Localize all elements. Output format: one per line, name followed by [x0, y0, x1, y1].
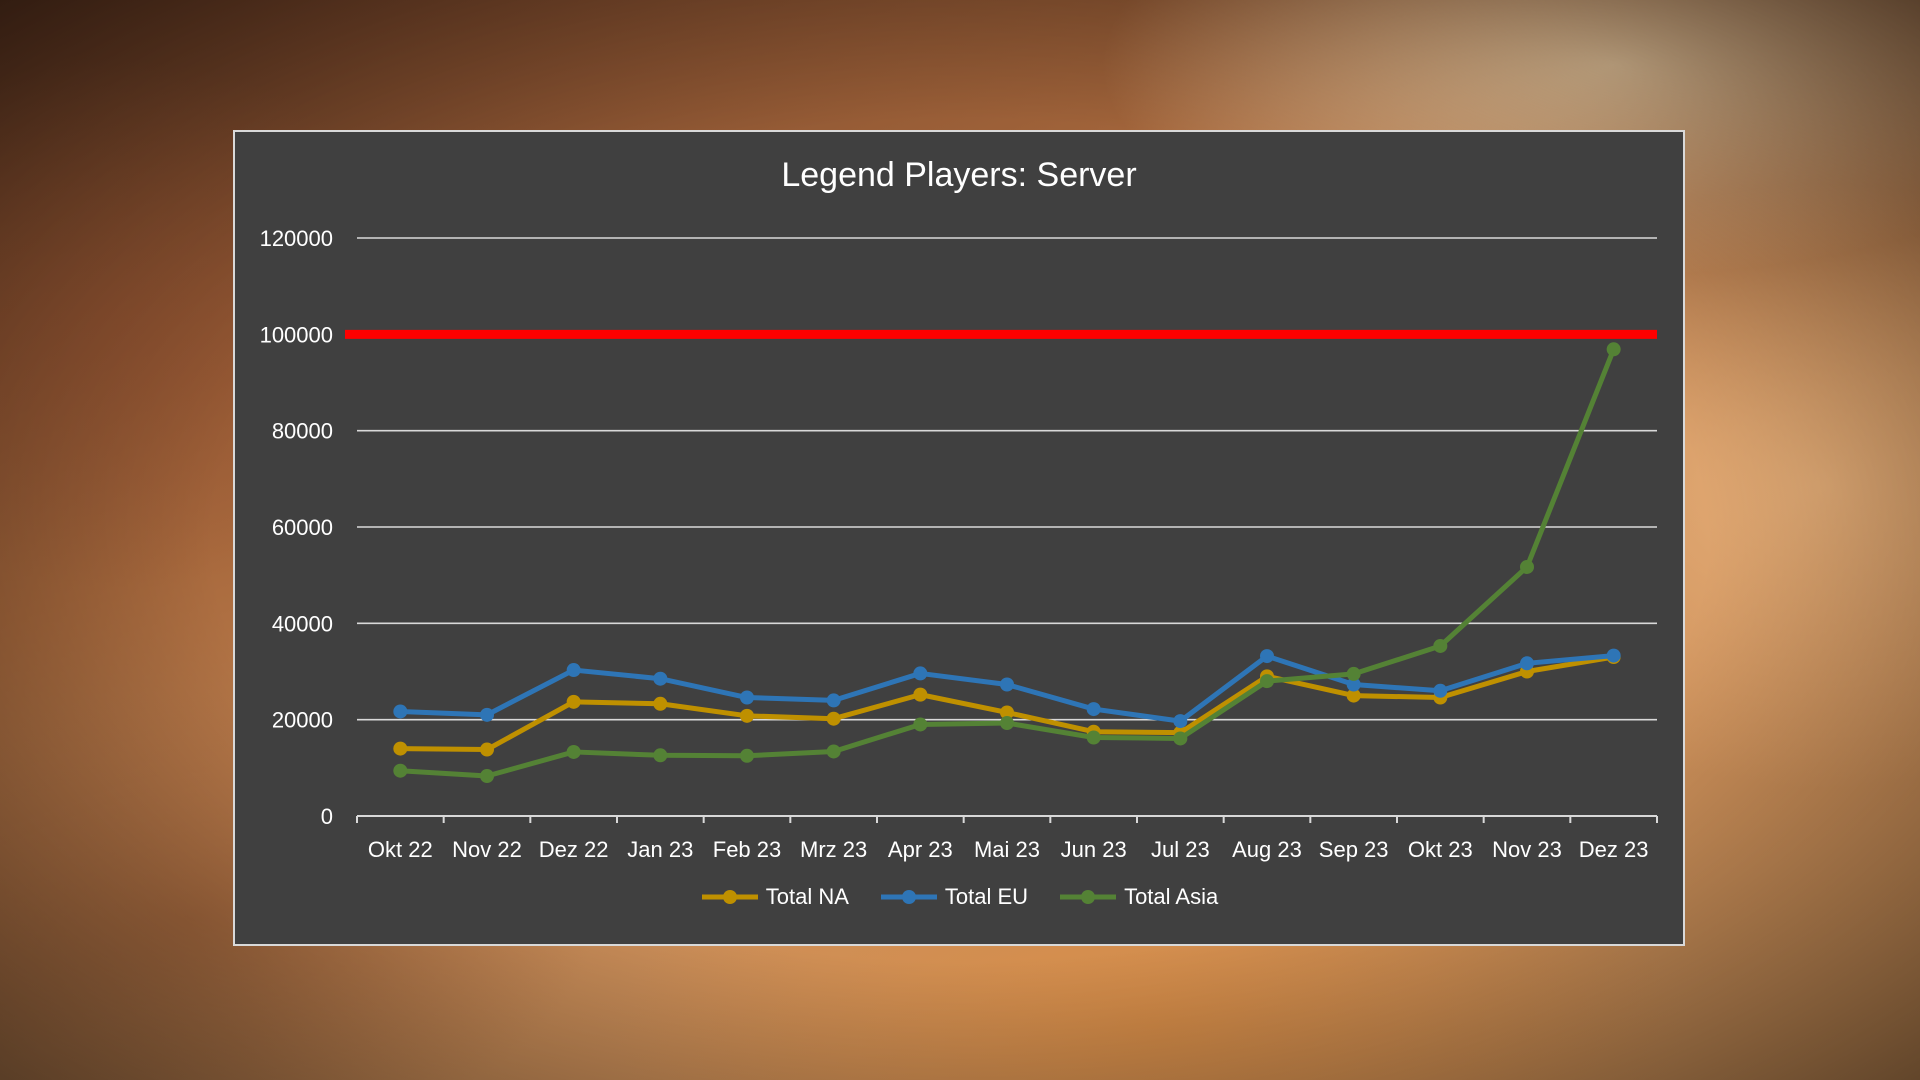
- x-tick-label: Nov 22: [452, 837, 522, 862]
- data-point-total-na: [566, 694, 581, 709]
- data-point-total-asia: [393, 763, 408, 778]
- data-point-total-eu: [826, 693, 841, 708]
- y-tick-label: 0: [321, 804, 333, 829]
- x-tick-label: Jun 23: [1061, 837, 1127, 862]
- chart-title: Legend Players: Server: [781, 156, 1137, 194]
- x-tick-label: Dez 22: [539, 837, 609, 862]
- y-tick-label: 20000: [272, 708, 333, 733]
- x-tick-label: Aug 23: [1232, 837, 1302, 862]
- data-point-total-asia: [1260, 674, 1274, 689]
- y-tick-label: 40000: [272, 611, 333, 636]
- data-point-total-na: [826, 711, 841, 726]
- data-point-total-asia: [1346, 666, 1361, 681]
- line-chart: 0 20000 40000 60000 80000 100000 120000 Okt 22 N…: [260, 226, 1658, 862]
- data-point-total-asia: [740, 748, 754, 763]
- legend-label: Total EU: [944, 884, 1029, 909]
- data-point-total-eu: [1086, 702, 1101, 717]
- data-point-total-asia: [1173, 731, 1188, 746]
- legend-item: Total NA: [700, 884, 849, 910]
- x-tick-label: Mrz 23: [800, 837, 867, 862]
- data-point-total-na: [1000, 705, 1014, 720]
- data-point-total-eu: [566, 663, 581, 678]
- data-point-total-eu: [1606, 648, 1621, 663]
- x-tick-label: Nov 23: [1492, 837, 1562, 862]
- legend-marker: [1060, 890, 1117, 904]
- data-point-total-asia: [1520, 559, 1534, 574]
- data-point-total-asia: [1606, 342, 1621, 357]
- x-tick-label: Okt 22: [368, 837, 433, 862]
- legend-marker: [701, 890, 758, 904]
- x-tick-label: Jul 23: [1151, 837, 1210, 862]
- data-point-total-eu: [1433, 683, 1448, 698]
- data-point-total-na: [393, 741, 408, 756]
- y-tick-label: 100000: [260, 322, 333, 347]
- data-point-total-asia: [1000, 716, 1014, 731]
- data-point-total-eu: [1346, 677, 1361, 692]
- data-point-total-eu: [740, 690, 754, 705]
- data-point-total-asia: [480, 769, 494, 784]
- legend-label: Total NA: [765, 884, 849, 909]
- data-point-total-na: [480, 742, 494, 757]
- y-tick-label: 60000: [272, 515, 333, 540]
- data-point-total-asia: [1433, 638, 1448, 653]
- x-tick-label: Okt 23: [1408, 837, 1473, 862]
- data-point-total-na: [913, 687, 928, 702]
- x-tick-label: Apr 23: [888, 837, 953, 862]
- data-point-total-asia: [566, 744, 581, 759]
- x-tick-label: Dez 23: [1579, 837, 1649, 862]
- y-tick-label: 80000: [272, 419, 333, 444]
- data-point-total-asia: [653, 748, 668, 763]
- data-point-total-na: [740, 708, 754, 723]
- data-point-total-eu: [1520, 656, 1534, 671]
- data-point-total-eu: [1000, 677, 1014, 692]
- data-point-total-eu: [1260, 649, 1274, 664]
- data-point-total-eu: [393, 704, 408, 719]
- y-tick-label: 120000: [260, 226, 333, 251]
- data-point-total-na: [653, 696, 668, 711]
- chart-legend: Total NA Total EU Total Asia: [235, 884, 1683, 910]
- data-point-total-asia: [913, 717, 928, 732]
- legend-item: Total EU: [879, 884, 1028, 910]
- data-point-total-eu: [1173, 714, 1188, 729]
- data-point-total-na: [1346, 688, 1361, 703]
- x-tick-label: Sep 23: [1319, 837, 1389, 862]
- x-tick-label: Jan 23: [627, 837, 693, 862]
- legend-label: Total Asia: [1124, 884, 1219, 909]
- x-tick-label: Mai 23: [974, 837, 1040, 862]
- data-point-total-eu: [480, 707, 494, 722]
- data-point-total-asia: [1086, 730, 1101, 745]
- chart-container: Legend Players: Server 0 20000 40000 60000 8…: [233, 130, 1685, 946]
- data-point-total-eu: [913, 666, 928, 681]
- data-point-total-asia: [826, 744, 841, 759]
- x-tick-label: Feb 23: [713, 837, 782, 862]
- legend-marker: [880, 890, 937, 904]
- data-point-total-eu: [653, 671, 668, 686]
- legend-item: Total Asia: [1058, 884, 1218, 910]
